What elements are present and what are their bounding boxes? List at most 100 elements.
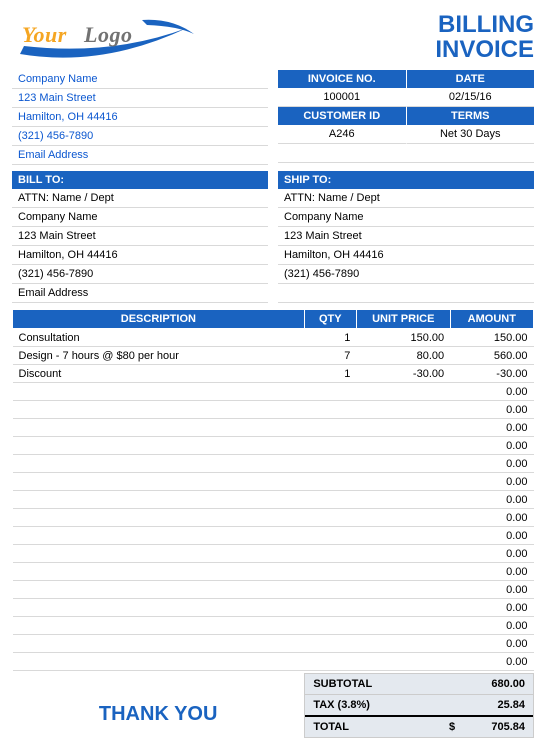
table-row: Design - 7 hours @ $80 per hour780.00560…: [13, 347, 534, 365]
cell-desc: [13, 419, 305, 437]
cell-desc: [13, 653, 305, 671]
cell-qty: 1: [304, 329, 356, 347]
cell-qty: [304, 455, 356, 473]
cell-qty: [304, 437, 356, 455]
cell-desc: [13, 437, 305, 455]
cell-qty: [304, 617, 356, 635]
table-row: 0.00: [13, 419, 534, 437]
table-row: Consultation1150.00150.00: [13, 329, 534, 347]
invoice-title: BILLING INVOICE: [435, 12, 534, 62]
cell-qty: [304, 563, 356, 581]
shipto-citystate: Hamilton, OH 44416: [278, 246, 534, 265]
title-line-2: INVOICE: [435, 37, 534, 62]
total-currency: $: [449, 721, 465, 733]
cell-amt: 0.00: [450, 383, 533, 401]
title-line-1: BILLING: [435, 12, 534, 37]
cell-desc: [13, 473, 305, 491]
table-row: 0.00: [13, 545, 534, 563]
cell-desc: [13, 599, 305, 617]
cell-qty: [304, 581, 356, 599]
cell-amt: -30.00: [450, 365, 533, 383]
billto-phone: (321) 456-7890: [12, 265, 268, 284]
company-citystate: Hamilton, OH 44416: [12, 108, 268, 127]
cell-desc: [13, 545, 305, 563]
cell-amt: 0.00: [450, 473, 533, 491]
cell-unit: [356, 581, 450, 599]
invoice-no-value: 100001: [278, 88, 406, 107]
table-row: 0.00: [13, 491, 534, 509]
cell-qty: [304, 599, 356, 617]
cell-amt: 0.00: [450, 419, 533, 437]
billto-citystate: Hamilton, OH 44416: [12, 246, 268, 265]
table-row: 0.00: [13, 599, 534, 617]
cell-unit: 80.00: [356, 347, 450, 365]
cell-qty: 7: [304, 347, 356, 365]
cell-amt: 150.00: [450, 329, 533, 347]
subtotal-value: 680.00: [465, 678, 525, 690]
total-label: TOTAL: [313, 721, 449, 733]
company-phone: (321) 456-7890: [12, 127, 268, 146]
total-value: 705.84: [465, 721, 525, 733]
billto-header: BILL TO:: [12, 171, 268, 189]
table-row: 0.00: [13, 527, 534, 545]
cell-amt: 0.00: [450, 581, 533, 599]
cell-desc: [13, 563, 305, 581]
cell-unit: 150.00: [356, 329, 450, 347]
cell-qty: [304, 635, 356, 653]
col-unit-price: UNIT PRICE: [356, 310, 450, 329]
cell-amt: 0.00: [450, 563, 533, 581]
shipto-street: 123 Main Street: [278, 227, 534, 246]
cell-qty: [304, 491, 356, 509]
table-row: 0.00: [13, 455, 534, 473]
cell-desc: [13, 401, 305, 419]
cell-desc: [13, 383, 305, 401]
cell-unit: [356, 419, 450, 437]
table-row: 0.00: [13, 383, 534, 401]
customer-id-label: CUSTOMER ID: [278, 107, 406, 125]
col-qty: QTY: [304, 310, 356, 329]
col-amount: AMOUNT: [450, 310, 533, 329]
cell-qty: [304, 545, 356, 563]
cell-unit: [356, 455, 450, 473]
cell-qty: [304, 653, 356, 671]
table-row: 0.00: [13, 401, 534, 419]
thank-you-text: THANK YOU: [12, 673, 304, 738]
tax-label: TAX (3.8%): [313, 699, 449, 711]
cell-desc: [13, 635, 305, 653]
cell-desc: [13, 527, 305, 545]
cell-amt: 0.00: [450, 437, 533, 455]
cell-unit: -30.00: [356, 365, 450, 383]
table-row: Discount1-30.00-30.00: [13, 365, 534, 383]
cell-amt: 0.00: [450, 635, 533, 653]
cell-desc: [13, 581, 305, 599]
cell-qty: [304, 401, 356, 419]
cell-unit: [356, 653, 450, 671]
cell-amt: 0.00: [450, 401, 533, 419]
cell-desc: [13, 617, 305, 635]
company-street: 123 Main Street: [12, 89, 268, 108]
cell-unit: [356, 527, 450, 545]
logo-text-1: Your: [22, 22, 67, 48]
table-row: 0.00: [13, 509, 534, 527]
cell-qty: [304, 419, 356, 437]
tax-value: 25.84: [465, 699, 525, 711]
company-logo: Your Logo: [12, 12, 202, 62]
cell-unit: [356, 617, 450, 635]
subtotal-label: SUBTOTAL: [313, 678, 449, 690]
shipto-header: SHIP TO:: [278, 171, 534, 189]
table-row: 0.00: [13, 581, 534, 599]
terms-value: Net 30 Days: [406, 125, 535, 144]
cell-unit: [356, 635, 450, 653]
cell-amt: 0.00: [450, 455, 533, 473]
cell-amt: 0.00: [450, 509, 533, 527]
cell-unit: [356, 599, 450, 617]
cell-unit: [356, 545, 450, 563]
cell-unit: [356, 563, 450, 581]
cell-unit: [356, 383, 450, 401]
cell-amt: 560.00: [450, 347, 533, 365]
billto-company: Company Name: [12, 208, 268, 227]
date-value: 02/15/16: [406, 88, 535, 107]
table-row: 0.00: [13, 437, 534, 455]
customer-id-value: A246: [278, 125, 406, 144]
cell-amt: 0.00: [450, 527, 533, 545]
